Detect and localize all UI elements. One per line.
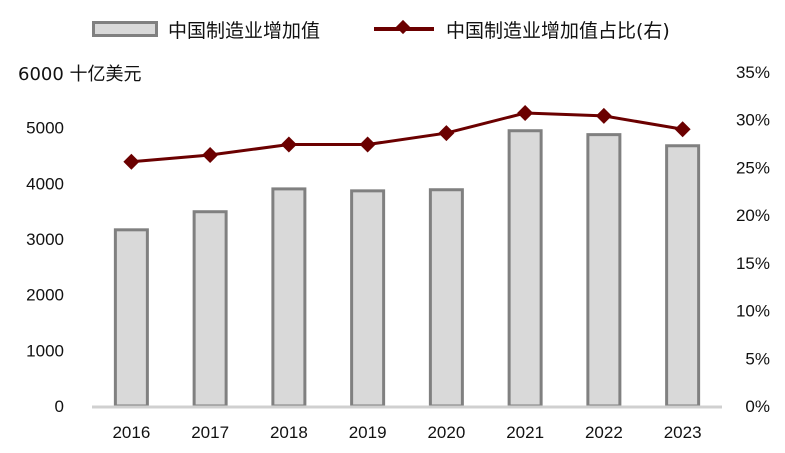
legend-bar-swatch-icon bbox=[92, 21, 158, 37]
share-point-2021 bbox=[517, 105, 534, 122]
right-axis-tick: 10% bbox=[736, 302, 770, 321]
legend-item-line: 中国制造业增加值占比(右) bbox=[374, 14, 670, 44]
bar-2020 bbox=[428, 188, 464, 408]
bar-2017 bbox=[192, 210, 228, 408]
right-axis-tick: 20% bbox=[736, 206, 770, 225]
legend-item-bar: 中国制造业增加值 bbox=[92, 14, 320, 44]
share-line bbox=[131, 111, 683, 164]
bar-2018 bbox=[271, 187, 307, 408]
left-axis-tick: 2000 bbox=[26, 286, 64, 305]
share-point-2019 bbox=[359, 136, 376, 153]
legend-line-diamond-icon bbox=[374, 27, 434, 31]
left-axis-unit: 十亿美元 bbox=[69, 64, 142, 85]
right-axis-tick: 15% bbox=[736, 254, 770, 273]
share-point-2020 bbox=[438, 125, 455, 142]
share-point-2023 bbox=[674, 121, 691, 138]
x-axis-tick: 2016 bbox=[112, 423, 150, 442]
legend-bar-label: 中国制造业增加值 bbox=[168, 19, 321, 42]
legend: 中国制造业增加值 中国制造业增加值占比(右) bbox=[0, 14, 785, 44]
share-point-2018 bbox=[280, 136, 297, 153]
legend-line-label: 中国制造业增加值占比(右) bbox=[446, 19, 670, 42]
x-axis-tick: 2017 bbox=[191, 423, 229, 442]
right-axis-tick: 30% bbox=[736, 111, 770, 130]
right-axis-tick: 35% bbox=[736, 63, 770, 82]
share-point-2022 bbox=[595, 107, 612, 124]
left-axis-top-label: 6000 十亿美元 bbox=[18, 60, 142, 86]
right-axis-tick: 0% bbox=[745, 397, 770, 416]
bar-2021 bbox=[507, 129, 543, 408]
left-axis-top-tick: 6000 bbox=[18, 64, 64, 85]
bar-2016 bbox=[113, 228, 149, 408]
left-axis-tick: 4000 bbox=[26, 174, 64, 193]
left-axis-tick: 1000 bbox=[26, 341, 64, 360]
share-point-2016 bbox=[123, 153, 140, 170]
left-axis-tick: 5000 bbox=[26, 119, 64, 138]
x-axis-tick: 2019 bbox=[349, 423, 387, 442]
left-axis-tick: 3000 bbox=[26, 230, 64, 249]
x-axis-tick: 2020 bbox=[427, 423, 465, 442]
left-axis-tick: 0 bbox=[55, 397, 64, 416]
x-axis-tick: 2023 bbox=[664, 423, 702, 442]
x-axis-tick: 2021 bbox=[506, 423, 544, 442]
share-point-2017 bbox=[202, 147, 219, 164]
right-axis-tick: 25% bbox=[736, 158, 770, 177]
x-axis-tick: 2022 bbox=[585, 423, 623, 442]
bar-2023 bbox=[665, 144, 701, 408]
bar-2022 bbox=[586, 133, 622, 408]
right-axis-tick: 5% bbox=[745, 349, 770, 368]
x-axis-tick: 2018 bbox=[270, 423, 308, 442]
bar-2019 bbox=[350, 189, 386, 408]
